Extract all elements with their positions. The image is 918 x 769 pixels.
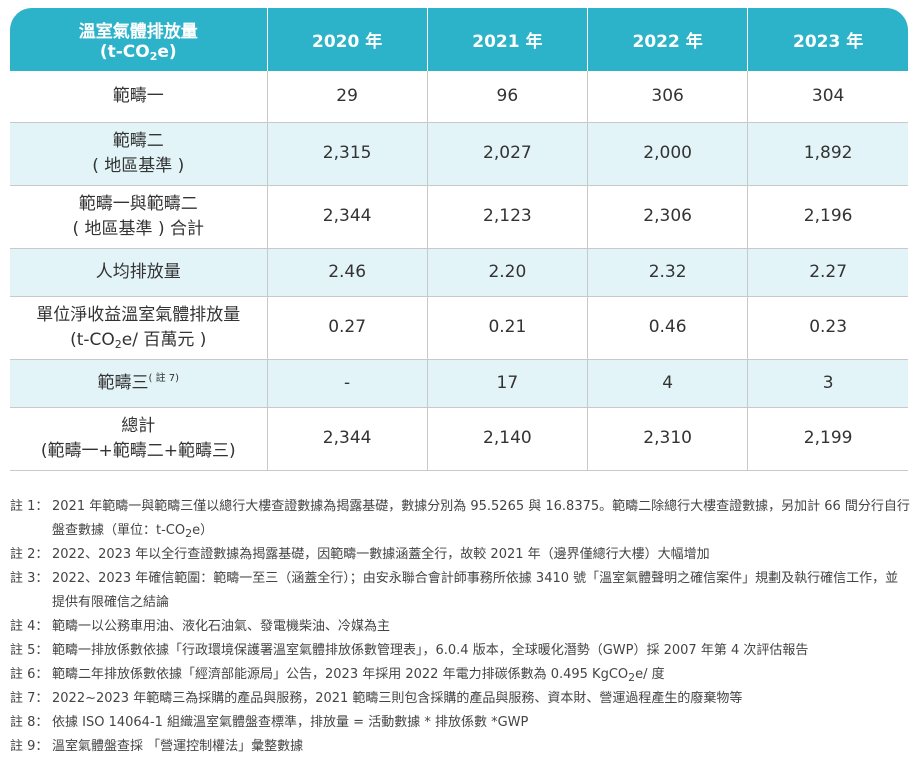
cell-value: 0.46 (586, 296, 748, 360)
cell-value: 2.46 (266, 248, 428, 297)
cell-value: - (266, 359, 428, 408)
header-year-2023: 2023 年 (747, 8, 908, 71)
header-year-2021: 2021 年 (426, 8, 588, 71)
cell-value: 2,306 (586, 185, 748, 249)
footnote: 註 1： 2021 年範疇一與範疇三僅以總行大樓查證數據為揭露基礎，數據分別為 … (10, 499, 910, 540)
cell-value: 2,344 (266, 185, 428, 249)
cell-value: 2,199 (747, 407, 908, 471)
cell-value: 2,315 (266, 122, 428, 186)
table-row-scope1-2-total: 範疇一與範疇二( 地區基準 ) 合計 2,344 2,123 2,306 2,1… (10, 185, 908, 249)
cell-value: 2,196 (747, 185, 908, 249)
footnote: 註 4： 範疇一以公務車用油、液化石油氣、發電機柴油、冷媒為主 (10, 619, 391, 634)
footnote: 註 2： 2022、2023 年以全行查證數據為揭露基礎，因範疇一數據涵蓋全行，… (10, 547, 710, 562)
row-label: 範疇三( 註 7) (10, 359, 267, 408)
cell-value: 304 (747, 71, 908, 123)
cell-value: 2.32 (586, 248, 748, 297)
cell-value: 17 (426, 359, 588, 408)
cell-value: 96 (426, 71, 588, 123)
cell-value: 2.27 (747, 248, 908, 297)
row-label: 單位淨收益溫室氣體排放量 (t-CO2e/ 百萬元 ) (10, 296, 267, 360)
table-row-per-capita: 人均排放量 2.46 2.20 2.32 2.27 (10, 248, 908, 297)
cell-value: 2,140 (426, 407, 588, 471)
cell-value: 2,027 (426, 122, 588, 186)
cell-value: 306 (586, 71, 748, 123)
header-year-2022: 2022 年 (586, 8, 748, 71)
row-label: 範疇一 (10, 71, 267, 123)
cell-value: 3 (747, 359, 908, 408)
footnote: 註 5： 範疇一排放係數依據「行政環境保護署溫室氣體排放係數管理表」，6.0.4… (10, 643, 809, 658)
row-label: 人均排放量 (10, 248, 267, 297)
cell-value: 0.23 (747, 296, 908, 360)
cell-value: 0.21 (426, 296, 588, 360)
footnote-ref: ( 註 7) (148, 372, 180, 384)
emissions-table: 溫室氣體排放量 (t-CO2e) 2020 年 2021 年 2022 年 20… (10, 8, 908, 471)
footnote: 註 7： 2022~2023 年範疇三為採購的產品與服務，2021 範疇三則包含… (10, 691, 743, 706)
table-row-intensity: 單位淨收益溫室氣體排放量 (t-CO2e/ 百萬元 ) 0.27 0.21 0.4… (10, 296, 908, 360)
footnote: 註 6： 範疇二年排放係數依據「經濟部能源局」公告，2023 年採用 2022 … (10, 667, 665, 684)
table-row-scope1: 範疇一 29 96 306 304 (10, 71, 908, 123)
cell-value: 2.20 (426, 248, 588, 297)
header-metric-line2: (t-CO2e) (99, 42, 177, 63)
header-year-2020: 2020 年 (266, 8, 428, 71)
row-label: 範疇一與範疇二( 地區基準 ) 合計 (10, 185, 267, 249)
row-label: 範疇二( 地區基準 ) (10, 122, 267, 186)
header-metric-line1: 溫室氣體排放量 (78, 22, 198, 42)
cell-value: 2,344 (266, 407, 428, 471)
footnote: 註 9： 溫室氣體盤查採 「營運控制權法」彙整數據 (10, 739, 304, 754)
footnote: 註 8： 依據 ISO 14064-1 組織溫室氣體盤查標準，排放量 = 活動數… (10, 715, 529, 730)
table-row-grand-total: 總計 (範疇一+範疇二+範疇三) 2,344 2,140 2,310 2,199 (10, 407, 908, 471)
cell-value: 0.27 (266, 296, 428, 360)
table-row-scope2: 範疇二( 地區基準 ) 2,315 2,027 2,000 1,892 (10, 122, 908, 186)
header-metric: 溫室氣體排放量 (t-CO2e) (10, 8, 267, 71)
row-label: 總計 (範疇一+範疇二+範疇三) (10, 407, 267, 471)
cell-value: 29 (266, 71, 428, 123)
cell-value: 4 (586, 359, 748, 408)
table-row-scope3: 範疇三( 註 7) - 17 4 3 (10, 359, 908, 408)
cell-value: 1,892 (747, 122, 908, 186)
cell-value: 2,310 (586, 407, 748, 471)
footnotes: 註 1： 2021 年範疇一與範疇三僅以總行大樓查證數據為揭露基礎，數據分別為 … (10, 495, 910, 759)
cell-value: 2,123 (426, 185, 588, 249)
table-header-row: 溫室氣體排放量 (t-CO2e) 2020 年 2021 年 2022 年 20… (10, 8, 908, 71)
footnote: 註 3： 2022、2023 年確信範圍：範疇一至三（涵蓋全行）；由安永聯合會計… (10, 571, 899, 610)
emissions-table-container: 溫室氣體排放量 (t-CO2e) 2020 年 2021 年 2022 年 20… (10, 8, 908, 471)
cell-value: 2,000 (586, 122, 748, 186)
